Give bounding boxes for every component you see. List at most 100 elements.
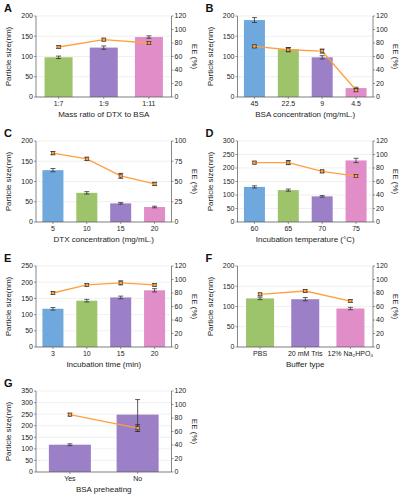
panel-label: G: [4, 377, 13, 389]
x-axis: [36, 472, 172, 473]
x-axis: [238, 222, 374, 223]
tick-label: 12% Na₂HPO₄: [328, 350, 374, 357]
error-bar: [320, 49, 325, 53]
tick: [34, 460, 36, 461]
error-cap: [50, 310, 55, 311]
error-bar: [101, 46, 106, 49]
tick: [34, 425, 36, 426]
bar: [76, 301, 97, 347]
tick-label: 20: [175, 330, 183, 337]
tick-label: 0: [231, 343, 235, 350]
tick: [34, 347, 36, 348]
bar: [42, 170, 63, 222]
tick-label: 4.5: [351, 100, 361, 107]
tick: [103, 97, 104, 99]
error-cap: [118, 298, 123, 299]
tick-label: 75: [352, 225, 360, 232]
tick-label: 60: [376, 53, 384, 60]
marker: [287, 48, 290, 51]
grid-line: [36, 16, 172, 17]
tick: [236, 222, 238, 223]
x-label: BSA concentration (mg/mL.): [255, 110, 355, 119]
bar: [278, 190, 299, 222]
y2-label: EE (%): [391, 294, 400, 320]
tick-label: 45: [251, 100, 259, 107]
tick-label: 60: [175, 53, 183, 60]
tick-label: 25: [175, 198, 183, 205]
x-axis: [36, 222, 172, 223]
error-cap: [118, 173, 123, 174]
tick-label: 50: [227, 205, 235, 212]
tick: [34, 141, 36, 142]
tick-label: 200: [21, 279, 33, 286]
grid-line: [238, 222, 374, 223]
tick: [373, 279, 375, 280]
tick-label: 100: [21, 53, 33, 60]
tick-label: 1:9: [99, 100, 109, 107]
tick: [322, 222, 323, 224]
panel-label: A: [4, 2, 12, 14]
tick-label: 40: [376, 66, 384, 73]
tick-label: 1:11: [142, 100, 155, 107]
panel: 0501001502000204060801001204522.594.5BSA…: [206, 2, 401, 119]
error-cap: [303, 297, 308, 298]
tick: [34, 414, 36, 415]
tick-label: 50: [25, 457, 33, 464]
tick: [260, 347, 261, 349]
error-cap: [252, 17, 257, 18]
tick-label: 120: [175, 262, 187, 269]
tick: [373, 208, 375, 209]
marker: [321, 170, 324, 173]
tick-label: 0: [175, 93, 179, 100]
marker: [119, 174, 122, 177]
y-label: Particle size(nm): [4, 276, 13, 336]
error-bar: [152, 182, 157, 185]
tick: [172, 418, 174, 419]
tick-label: 100: [376, 276, 388, 283]
tick: [288, 97, 289, 99]
tick: [172, 29, 174, 30]
plot-area: [42, 281, 165, 347]
tick: [373, 168, 375, 169]
bar: [244, 20, 265, 97]
marker: [304, 289, 307, 292]
tick: [373, 181, 375, 182]
tick-label: 80: [376, 39, 384, 46]
marker: [354, 175, 357, 178]
error-bar: [146, 42, 151, 45]
tick-label: 60: [251, 225, 259, 232]
grid-line: [238, 154, 374, 155]
error-cap: [118, 296, 123, 297]
tick: [373, 29, 375, 30]
error-bar: [252, 186, 257, 188]
grid-line: [36, 472, 172, 473]
marker: [147, 41, 150, 44]
error-bar: [348, 307, 353, 309]
tick: [34, 472, 36, 473]
marker: [85, 283, 88, 286]
panel: 0501001502002500204060801001203101520Inc…: [4, 252, 199, 369]
tick: [148, 97, 149, 99]
error-bar: [152, 206, 157, 208]
error-bar: [252, 18, 257, 23]
error-cap: [320, 58, 325, 59]
tick: [34, 76, 36, 77]
tick: [172, 293, 174, 294]
tick: [356, 97, 357, 99]
tick-label: 1:7: [54, 100, 64, 107]
error-bar: [118, 296, 123, 299]
error-cap: [50, 171, 55, 172]
tick-label: 40: [175, 316, 183, 323]
error-bar: [118, 281, 123, 285]
bar: [246, 298, 274, 347]
tick: [172, 472, 174, 473]
x-axis: [36, 347, 172, 348]
tick: [172, 320, 174, 321]
tick-label: 50: [25, 198, 33, 205]
tick: [236, 168, 238, 169]
marker: [258, 293, 261, 296]
error-bar: [258, 293, 263, 296]
x-label: Buffer type: [286, 360, 325, 369]
marker: [102, 38, 105, 41]
tick-label: 40: [376, 191, 384, 198]
